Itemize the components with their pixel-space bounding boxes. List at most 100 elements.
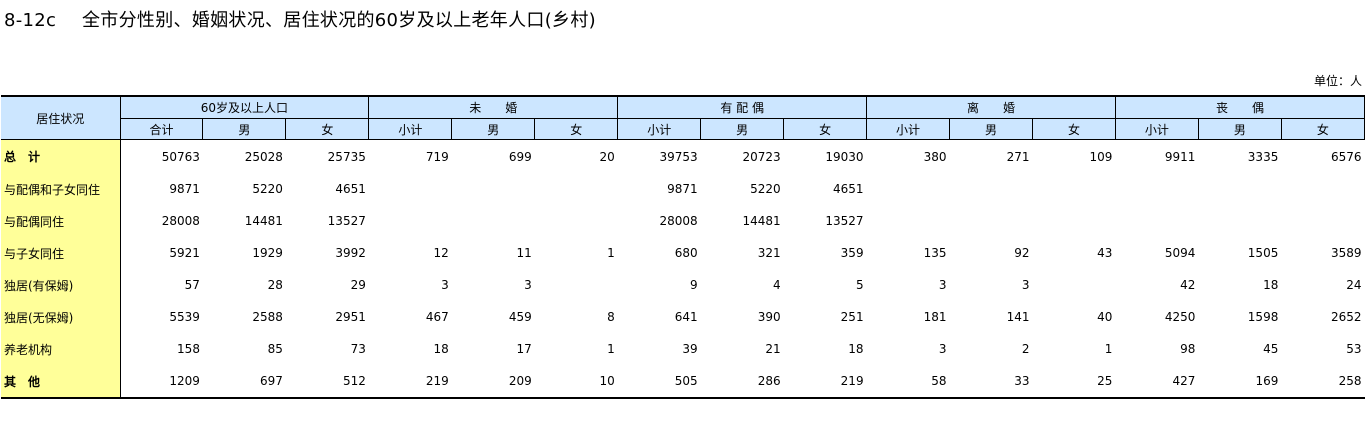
table-cell: 21 — [765, 342, 781, 356]
table-cell: 109 — [1089, 149, 1113, 164]
table-cell: 3335 — [1247, 149, 1279, 164]
table-cell: 4651 — [335, 182, 366, 196]
table-row: 总 计 50763 25028 25735 719 699 20 39753 20723 1903… — [1, 139, 1365, 173]
subheader-subtotal: 小计 — [617, 118, 702, 140]
row-label: 与配偶同住 — [1, 205, 121, 237]
table-cell: 699 — [508, 149, 532, 164]
table-cell: 169 — [1198, 365, 1282, 399]
subheader-female: 女 — [285, 118, 370, 140]
table-cell: 9871 — [169, 182, 200, 196]
table-cell — [535, 269, 618, 301]
table-cell: 8 — [607, 310, 615, 324]
table-cell: 19030 — [825, 149, 864, 164]
table-cell: 3 — [1021, 278, 1030, 292]
table-cell: 512 — [285, 365, 369, 399]
table-cell: 3 — [938, 342, 947, 356]
table-cell: 14481 — [244, 214, 283, 228]
table-cell: 251 — [840, 310, 864, 324]
table-cell: 219 — [368, 365, 452, 399]
table-cell: 24 — [1346, 278, 1362, 292]
subheader-total: 合计 — [119, 118, 204, 140]
table-cell: 6576 — [1330, 149, 1362, 164]
row-label: 其 他 — [1, 365, 121, 399]
table-cell: 719 — [425, 149, 449, 164]
subheader-male: 男 — [202, 118, 287, 140]
row-label: 总 计 — [1, 139, 121, 173]
header-row-label: 居住状况 — [1, 95, 121, 140]
table-cell: 680 — [674, 246, 698, 260]
table-cell: 18 — [848, 342, 864, 356]
table-cell: 28008 — [659, 214, 698, 228]
table-cell: 4250 — [1164, 310, 1196, 324]
row-label: 独居(无保姆) — [1, 301, 121, 333]
table-cell — [950, 205, 1033, 237]
table-cell: 2588 — [252, 310, 283, 324]
subheader-female: 女 — [1280, 118, 1366, 140]
table-cell: 3589 — [1330, 246, 1362, 260]
table-cell: 3992 — [335, 246, 366, 260]
table-cell — [1198, 205, 1281, 237]
table-cell: 14481 — [742, 214, 781, 228]
table-cell: 29 — [350, 278, 366, 292]
table-cell — [1115, 205, 1198, 237]
table-cell: 73 — [350, 342, 366, 356]
table-cell — [369, 205, 452, 237]
table-cell: 25735 — [327, 149, 366, 164]
table-cell: 13527 — [327, 214, 366, 228]
table-cell: 53 — [1346, 342, 1362, 356]
table-row: 与子女同住 5921 1929 3992 12 11 1 680 321 359 135 92 43 50… — [1, 237, 1365, 269]
table-cell: 2 — [1021, 342, 1030, 356]
table-cell: 39 — [682, 342, 698, 356]
table-cell: 1929 — [252, 246, 283, 260]
table-cell — [1032, 173, 1115, 205]
subheader-female: 女 — [1031, 118, 1116, 140]
table-cell: 40 — [1097, 310, 1113, 324]
table-cell: 17 — [516, 342, 532, 356]
table-cell: 18 — [433, 342, 449, 356]
table-row: 与配偶同住 28008 14481 13527 28008 14481 13527 — [1, 205, 1365, 237]
table-cell: 33 — [949, 365, 1033, 399]
table-cell: 11 — [516, 246, 532, 260]
table-cell: 10 — [534, 365, 618, 399]
table-cell — [1032, 205, 1115, 237]
table-cell: 271 — [1006, 149, 1030, 164]
table-cell: 390 — [757, 310, 781, 324]
page-title: 8-12c 全市分性别、婚姻状况、居住状况的60岁及以上老年人口(乡村) — [4, 6, 596, 32]
unit-label: 单位：人 — [1313, 74, 1362, 88]
subheader-male: 男 — [451, 118, 536, 140]
table-cell — [452, 205, 535, 237]
table-cell — [535, 173, 618, 205]
group-header-total: 60岁及以上人口 — [119, 95, 370, 119]
table-cell: 20 — [599, 149, 615, 164]
subheader-female: 女 — [534, 118, 619, 140]
table-cell: 641 — [674, 310, 698, 324]
table-cell: 3 — [441, 278, 449, 292]
table-cell: 1598 — [1247, 310, 1279, 324]
table-cell: 98 — [1180, 342, 1196, 356]
table-cell: 5220 — [252, 182, 283, 196]
table-cell: 5 — [855, 278, 864, 292]
table-row: 其 他 1209 697 512 219 209 10 505 286 219 58 33 25 427 1… — [1, 365, 1365, 399]
row-label: 养老机构 — [1, 333, 121, 365]
table-cell — [1115, 173, 1198, 205]
table-cell: 286 — [700, 365, 784, 399]
table-cell: 5094 — [1164, 246, 1196, 260]
table-cell — [950, 173, 1033, 205]
table-row: 养老机构 158 85 73 18 17 1 39 21 18 3 2 1 98 45 53 — [1, 333, 1365, 365]
table-cell — [452, 173, 535, 205]
table-cell: 9871 — [667, 182, 698, 196]
table-cell: 380 — [923, 149, 947, 164]
row-label: 独居(有保姆) — [1, 269, 121, 301]
subheader-subtotal: 小计 — [368, 118, 453, 140]
table-cell: 5539 — [169, 310, 200, 324]
table-row: 独居(无保姆) 5539 2588 2951 467 459 8 641 390 251 181 14… — [1, 301, 1365, 333]
subheader-subtotal: 小计 — [1114, 118, 1199, 140]
table-cell: 92 — [1014, 246, 1030, 260]
table-cell: 18 — [1263, 278, 1279, 292]
table-cell — [369, 173, 452, 205]
group-header-divorced: 离 婚 — [866, 95, 1116, 119]
table-cell: 5921 — [169, 246, 200, 260]
table-cell: 42 — [1180, 278, 1196, 292]
table-row: 与配偶和子女同住 9871 5220 4651 9871 5220 4651 — [1, 173, 1365, 205]
table-cell: 20723 — [742, 149, 781, 164]
